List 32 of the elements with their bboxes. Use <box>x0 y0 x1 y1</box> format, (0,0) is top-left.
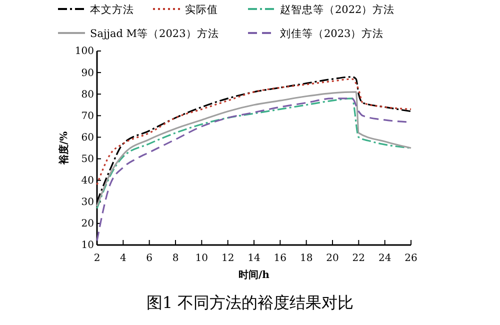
x-tick-label: 14 <box>248 253 260 264</box>
x-axis-title: 时间/h <box>238 269 270 281</box>
y-tick-label: 70 <box>81 110 94 122</box>
y-tick-label: 40 <box>81 176 94 187</box>
x-tick-label: 8 <box>172 253 179 264</box>
y-tick-label: 60 <box>81 132 94 144</box>
x-tick-label: 26 <box>404 253 418 264</box>
legend-label: 赵智忠等（2022）方法 <box>280 3 395 16</box>
line-series <box>96 78 412 186</box>
y-tick-label: 100 <box>74 46 94 58</box>
y-tick-label: 10 <box>81 240 94 252</box>
x-tick-label: 4 <box>120 253 126 264</box>
y-tick-label: 50 <box>81 154 94 165</box>
x-tick-label: 24 <box>378 253 392 264</box>
x-tick-label: 20 <box>326 253 339 264</box>
x-tick-label: 6 <box>146 253 153 264</box>
legend-label: 实际值 <box>185 3 218 16</box>
y-tick-label: 20 <box>81 218 94 230</box>
y-tick-label: 30 <box>81 197 94 208</box>
legend-label: 本文方法 <box>90 3 134 16</box>
legend-label: Sajjad M等（2023）方法 <box>90 27 219 40</box>
x-tick-label: 22 <box>352 253 366 264</box>
x-tick-label: 10 <box>195 253 208 264</box>
x-tick-label: 12 <box>221 253 234 264</box>
y-axis-title: 裕度/% <box>58 130 70 166</box>
x-tick-label: 16 <box>274 253 287 264</box>
text: 图1 不同方法的裕度结果对比 <box>146 293 354 312</box>
x-tick-label: 18 <box>300 253 313 264</box>
y-tick-label: 80 <box>81 89 94 100</box>
y-tick-label: 90 <box>81 68 94 79</box>
x-tick-label: 2 <box>94 253 100 264</box>
legend-label: 刘佳等（2023）方法 <box>280 27 384 40</box>
